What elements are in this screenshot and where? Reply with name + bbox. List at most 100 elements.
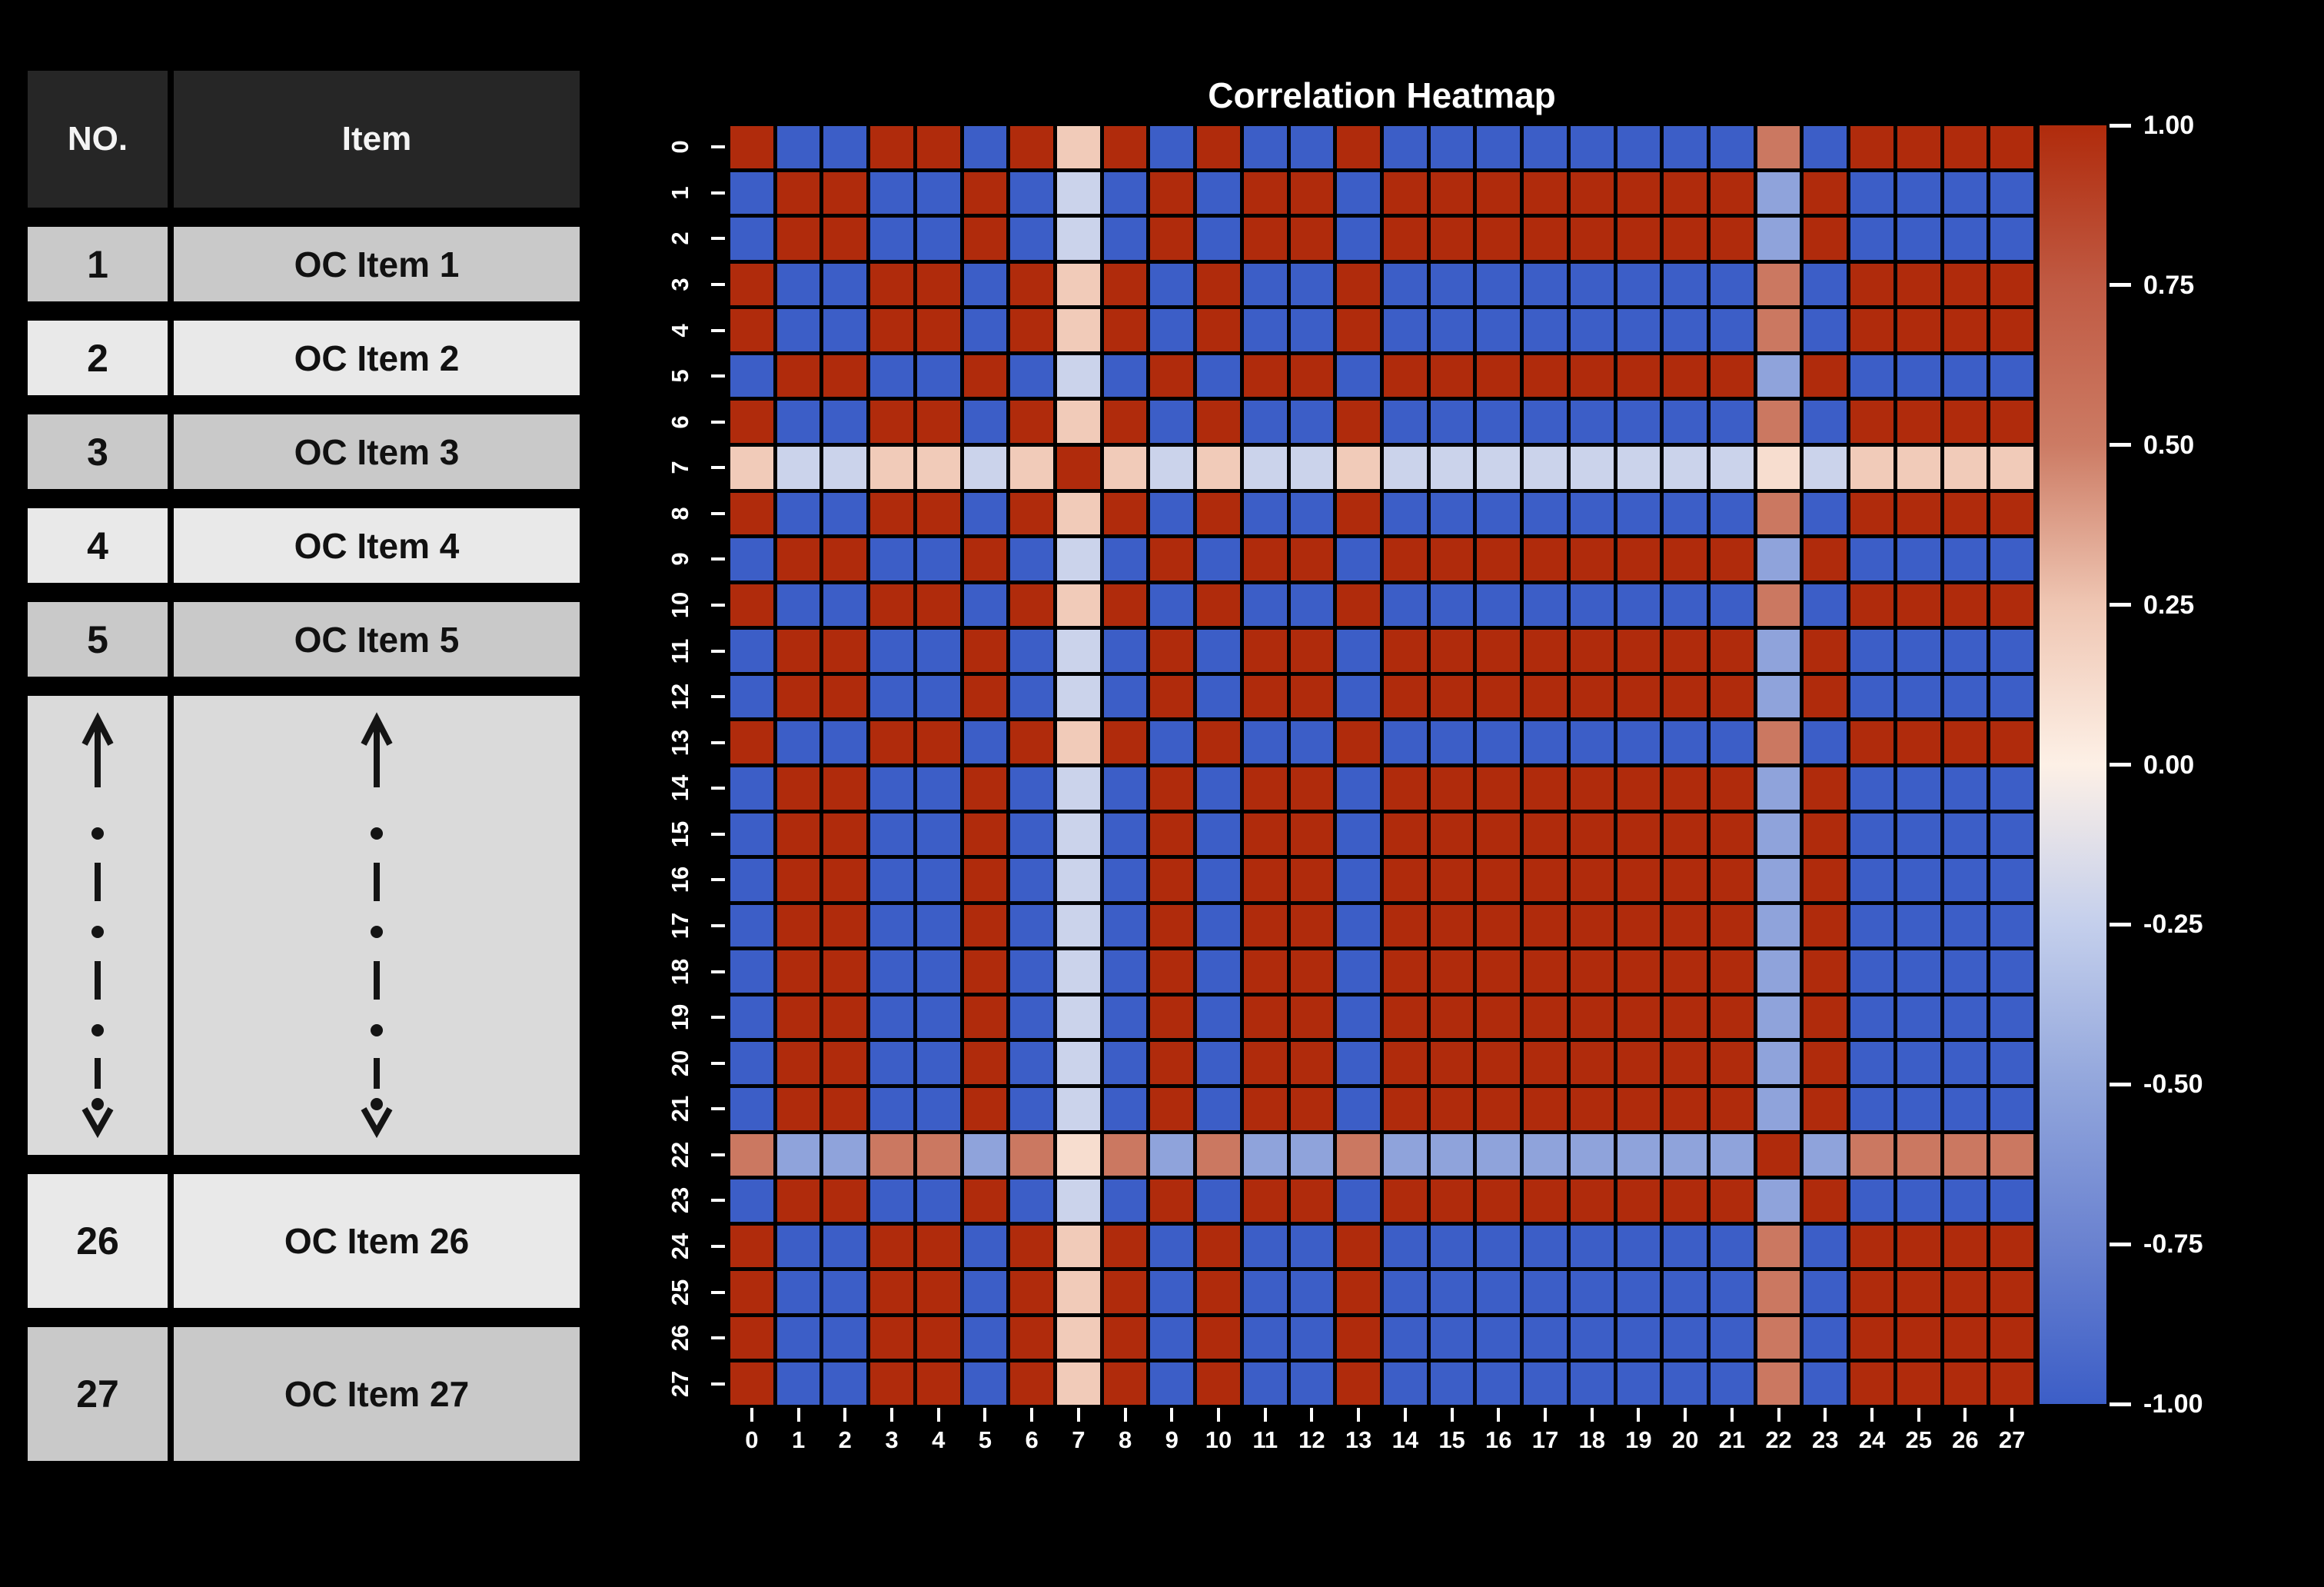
heatmap-cell [1337, 1362, 1380, 1405]
heatmap-cell [1057, 584, 1100, 627]
heatmap-cell [1430, 1225, 1474, 1268]
heatmap-cell [916, 904, 960, 947]
colorbar-tick-mark [2110, 603, 2131, 607]
y-axis-tick-label: 24 [667, 1233, 693, 1260]
y-axis-tick-mark [711, 328, 725, 332]
heatmap-cell [1337, 1271, 1380, 1313]
heatmap-cell [1477, 1088, 1521, 1130]
heatmap-cell [823, 171, 867, 215]
heatmap-cell [1384, 447, 1427, 489]
x-axis-tick-mark [1170, 1408, 1174, 1422]
heatmap-cell [916, 996, 960, 1039]
heatmap-cell [1010, 171, 1053, 215]
heatmap-cell [1990, 996, 2033, 1039]
heatmap-cell [1384, 813, 1427, 856]
heatmap-cell [1757, 492, 1800, 535]
heatmap-cell [1850, 904, 1893, 947]
heatmap-cell [1804, 721, 1847, 764]
colorbar-tick-mark [2110, 1242, 2131, 1246]
y-axis-tick-mark [711, 787, 725, 790]
heatmap-cell [1384, 126, 1427, 168]
y-axis-tick-label: 10 [667, 591, 693, 619]
heatmap-cell [730, 630, 773, 672]
table-row-item: OC Item 4 [174, 508, 580, 583]
heatmap-cell [1197, 218, 1240, 260]
heatmap-cell [1711, 1133, 1754, 1176]
heatmap-cell [1850, 950, 1893, 993]
x-axis-tick-mark [1870, 1408, 1873, 1422]
heatmap-cell [1477, 126, 1521, 168]
heatmap-cell [1990, 126, 2033, 168]
heatmap-cell [730, 1042, 773, 1084]
heatmap-cell [963, 309, 1007, 351]
heatmap-cell [1010, 1271, 1053, 1313]
heatmap-cell [870, 813, 913, 856]
heatmap-cell [1943, 1225, 1987, 1268]
heatmap-cell [1103, 1179, 1147, 1222]
heatmap-cell [1150, 1133, 1194, 1176]
heatmap-cell [1290, 447, 1334, 489]
heatmap-cell [1897, 1316, 1940, 1359]
x-axis-tick-mark [1497, 1408, 1501, 1422]
heatmap-cell [1617, 1042, 1661, 1084]
heatmap-cell [1804, 218, 1847, 260]
table-row-item: OC Item 27 [174, 1327, 580, 1461]
heatmap-cell [730, 721, 773, 764]
heatmap-cell [1243, 309, 1287, 351]
y-axis-tick-mark [711, 511, 725, 515]
heatmap-cell [1850, 218, 1893, 260]
heatmap-cell [1243, 1225, 1287, 1268]
heatmap-cell [823, 218, 867, 260]
heatmap-cell [1617, 171, 1661, 215]
heatmap-cell [1477, 309, 1521, 351]
heatmap-cell [1384, 1133, 1427, 1176]
heatmap-cell [1384, 996, 1427, 1039]
x-axis-tick-mark [843, 1408, 847, 1422]
heatmap-cell [730, 584, 773, 627]
heatmap-cell [1243, 447, 1287, 489]
heatmap-cell [1617, 309, 1661, 351]
heatmap-cell [1524, 309, 1567, 351]
y-axis-tick-label: 3 [667, 278, 693, 291]
heatmap-cell [1197, 813, 1240, 856]
heatmap-cell [1617, 950, 1661, 993]
heatmap-cell [1711, 401, 1754, 443]
heatmap-cell [1617, 126, 1661, 168]
heatmap-cell [776, 126, 820, 168]
heatmap-cell [1990, 950, 2033, 993]
heatmap-cell [1384, 171, 1427, 215]
heatmap-cell [1197, 630, 1240, 672]
heatmap-cell [1711, 813, 1754, 856]
y-axis-tick-mark [711, 237, 725, 241]
heatmap-cell [1897, 538, 1940, 581]
heatmap-cell [1664, 538, 1707, 581]
heatmap-cell [1010, 1179, 1053, 1222]
heatmap-cell [776, 171, 820, 215]
heatmap-cell [916, 126, 960, 168]
heatmap-cell [1337, 1225, 1380, 1268]
heatmap-cell [1290, 813, 1334, 856]
heatmap-cell [1337, 1133, 1380, 1176]
heatmap-cell [1103, 630, 1147, 672]
x-axis-tick-mark [1963, 1408, 1967, 1422]
heatmap-cell [1757, 126, 1800, 168]
heatmap-cell [1010, 538, 1053, 581]
heatmap-cell [1570, 1133, 1614, 1176]
heatmap-cell [1103, 1042, 1147, 1084]
heatmap-cell [1524, 263, 1567, 306]
heatmap-cell [1103, 447, 1147, 489]
heatmap-cell [1524, 126, 1567, 168]
heatmap-cell [823, 630, 867, 672]
heatmap-cell [1057, 263, 1100, 306]
heatmap-cell [823, 126, 867, 168]
x-axis-tick-mark [1030, 1408, 1034, 1422]
heatmap-cell [776, 1225, 820, 1268]
y-axis-tick-mark [711, 832, 725, 836]
heatmap-cell [730, 1225, 773, 1268]
heatmap-cell [1150, 721, 1194, 764]
heatmap-cell [1664, 1042, 1707, 1084]
heatmap-cell [1617, 401, 1661, 443]
heatmap-cell [1057, 401, 1100, 443]
heatmap-cell [963, 630, 1007, 672]
heatmap-cell [1897, 1225, 1940, 1268]
